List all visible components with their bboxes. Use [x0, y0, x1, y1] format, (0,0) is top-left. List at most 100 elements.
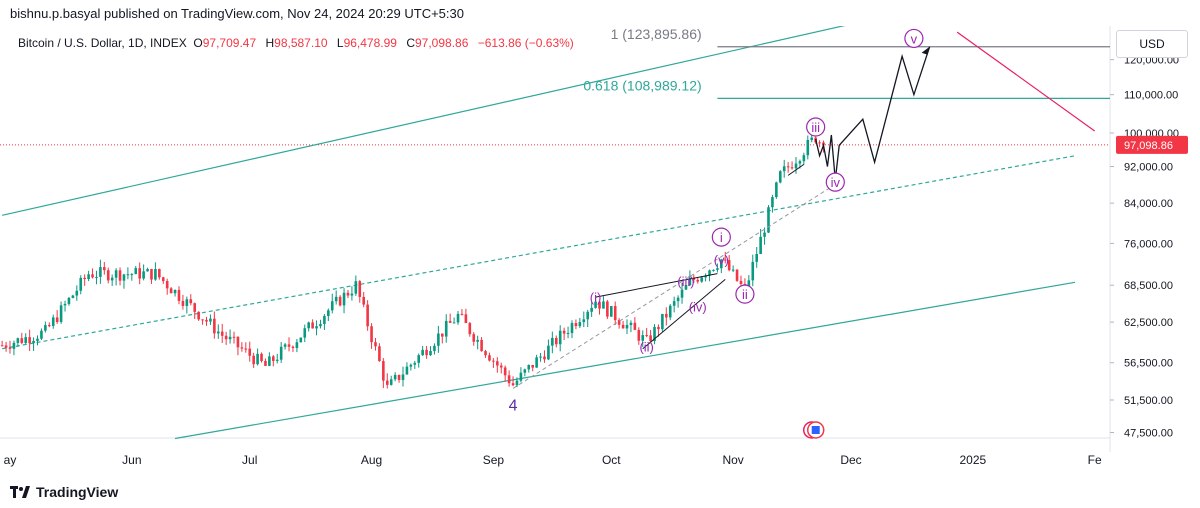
wave-label: 4 [509, 398, 518, 415]
candle-body [468, 323, 472, 335]
candle-body [59, 305, 63, 322]
projection-arrowhead [921, 46, 930, 55]
candle-body [429, 351, 432, 356]
candle-body [362, 296, 365, 305]
footer-brand: TradingView [36, 484, 119, 500]
candle-body [496, 361, 499, 366]
candle-body [531, 364, 534, 368]
trend-channels: 1 (123,895.86) 0.618 (108,989.12) [2, 0, 1110, 440]
candle-body [205, 319, 208, 322]
price-tick-label: 84,000.00 [1124, 198, 1173, 210]
candle-body [228, 336, 232, 340]
wave-label: iv [831, 175, 841, 190]
candle-body [161, 277, 165, 282]
change-value: −613.86 (−0.63%) [477, 36, 574, 50]
impulse-dashed-line [512, 184, 836, 389]
candle-body [232, 336, 236, 338]
price-chart[interactable]: 1 (123,895.86) 0.618 (108,989.12) (i) (ii)… [0, 0, 1200, 478]
chart-area[interactable]: 1 (123,895.86) 0.618 (108,989.12) (i) (ii)… [0, 0, 1200, 478]
open-label: O [193, 36, 203, 50]
wave-label: (iv) [689, 299, 707, 314]
candle-body [460, 313, 464, 315]
time-tick-label: Sep [483, 453, 505, 467]
candle-body [114, 270, 118, 278]
candle-body [311, 322, 314, 329]
candle-body [511, 383, 515, 386]
candle-body [645, 335, 648, 337]
candle-body [299, 337, 303, 343]
time-tick-label: Dec [840, 453, 861, 467]
candle-body [802, 155, 806, 162]
candle-body [794, 163, 798, 169]
candle-body [554, 337, 558, 345]
wave-label-circle [735, 284, 755, 304]
candle-body [358, 281, 362, 297]
candle-body [385, 380, 389, 385]
candle-body [452, 322, 456, 324]
candle-body [48, 325, 51, 327]
candle-body [767, 207, 770, 233]
candle-body [499, 365, 503, 368]
candle-body [712, 269, 715, 271]
close-value: 97,098.86 [414, 36, 469, 50]
candle-body [590, 307, 593, 312]
candle-body [609, 306, 613, 317]
time-tick-label: Fe [1088, 453, 1102, 467]
price-tick-label: 47,500.00 [1124, 428, 1173, 440]
candle-body [338, 296, 342, 306]
candle-body [759, 236, 762, 255]
tradingview-footer[interactable]: TradingView [10, 482, 118, 502]
upper-channel-line [2, 0, 961, 216]
candle-body [613, 306, 617, 321]
wave-label: i [720, 230, 723, 245]
currency-button[interactable]: USD [1116, 30, 1188, 58]
candle-body [209, 318, 212, 322]
candle-body [629, 322, 633, 325]
candle-body [535, 357, 538, 368]
candle-body [12, 342, 16, 349]
candle-body [818, 142, 821, 144]
price-tick-label: 68,500.00 [1124, 280, 1173, 292]
candle-body [32, 340, 35, 344]
candle-body [287, 344, 291, 347]
candle-body [708, 270, 711, 276]
candle-body [342, 292, 346, 306]
candle-body [252, 355, 255, 365]
candle-body [661, 313, 664, 330]
candle-body [425, 349, 428, 356]
candle-body [260, 353, 263, 361]
price-tick-label: 62,500.00 [1124, 317, 1173, 329]
candle-body [189, 299, 193, 304]
time-tick-label: ay [4, 453, 17, 467]
candle-body [775, 182, 778, 198]
candle-body [138, 268, 141, 279]
us-flag-icon [811, 426, 820, 434]
candle-body [67, 297, 71, 304]
candle-body [103, 267, 106, 271]
candle-body [291, 346, 295, 348]
candle-body [578, 322, 582, 327]
candle-body [91, 274, 94, 278]
candle-body [672, 301, 676, 306]
candle-body [51, 317, 55, 326]
candle-body [704, 275, 707, 278]
candle-body [279, 346, 283, 360]
time-axis: ay Jun Jul Aug Sep Oct Nov Dec 2025 Fe [4, 453, 1102, 467]
candle-body [558, 330, 562, 345]
price-axis: 120,000.00110,000.00100,000.0092,000.008… [1110, 55, 1188, 440]
candle-body [268, 356, 271, 366]
candle-body [158, 269, 161, 278]
wave-label-circle [806, 117, 826, 137]
candle-body [456, 313, 460, 323]
candle-body [586, 311, 590, 320]
candle-body [676, 297, 680, 302]
candle-body [71, 295, 75, 298]
candle-body [688, 278, 692, 286]
candle-body [220, 331, 224, 336]
candle-body [409, 364, 413, 367]
fib-level-label: 1 (123,895.86) [611, 26, 702, 42]
time-tick-label: Nov [722, 453, 743, 467]
candle-body [354, 281, 358, 294]
candle-body [476, 339, 479, 342]
candle-body [444, 320, 448, 337]
